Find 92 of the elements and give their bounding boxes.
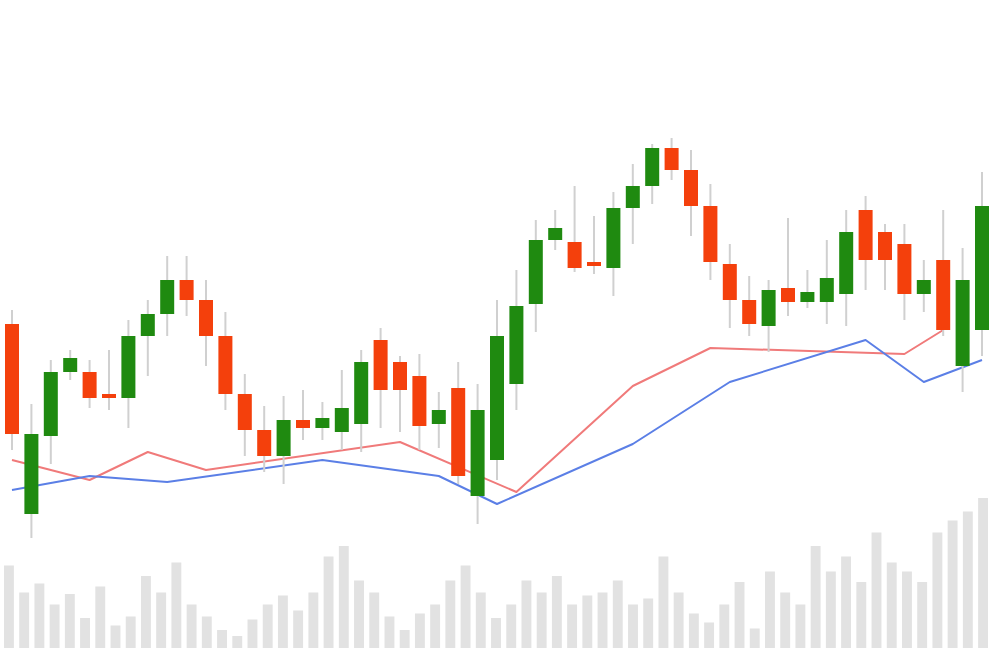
bar bbox=[369, 592, 380, 648]
bar bbox=[293, 610, 304, 648]
bar bbox=[323, 556, 334, 648]
bar bbox=[825, 571, 836, 648]
candlestick bbox=[315, 401, 330, 441]
bar bbox=[810, 546, 821, 648]
candlestick bbox=[587, 215, 601, 275]
bar bbox=[19, 592, 30, 648]
candlestick bbox=[781, 217, 795, 317]
candlestick bbox=[102, 349, 116, 411]
bar bbox=[658, 556, 669, 648]
bar bbox=[156, 592, 167, 648]
bar bbox=[917, 582, 928, 648]
bar bbox=[445, 580, 456, 648]
bar bbox=[688, 613, 699, 648]
bar bbox=[871, 532, 882, 648]
candlestick bbox=[199, 279, 213, 367]
candlestick bbox=[548, 209, 563, 251]
bar bbox=[932, 532, 943, 648]
bar bbox=[338, 546, 349, 648]
candlestick bbox=[237, 373, 252, 457]
bar bbox=[780, 592, 791, 648]
bar bbox=[978, 498, 988, 648]
candlestick bbox=[334, 369, 349, 451]
candlestick bbox=[276, 395, 291, 485]
candlestick bbox=[742, 275, 757, 337]
bar bbox=[597, 592, 608, 648]
bar bbox=[841, 556, 852, 648]
bar bbox=[491, 618, 501, 648]
candlestick bbox=[179, 255, 194, 317]
bar bbox=[475, 592, 486, 648]
candlestick bbox=[625, 163, 640, 245]
bar bbox=[95, 586, 106, 648]
bar bbox=[704, 622, 715, 648]
bar bbox=[460, 565, 471, 648]
bar bbox=[536, 592, 547, 648]
bar bbox=[749, 628, 760, 648]
bar bbox=[308, 592, 319, 648]
candlestick bbox=[645, 143, 660, 205]
bar bbox=[734, 582, 745, 648]
bar bbox=[643, 598, 654, 648]
bar bbox=[217, 630, 227, 648]
candlestick bbox=[916, 259, 931, 313]
bar bbox=[795, 604, 806, 648]
candlestick bbox=[722, 243, 737, 329]
bar bbox=[612, 580, 623, 648]
candlestick bbox=[82, 359, 97, 409]
bar bbox=[49, 604, 60, 648]
bar bbox=[506, 604, 517, 648]
bar bbox=[201, 616, 212, 648]
bar bbox=[4, 565, 14, 648]
candlestick bbox=[878, 223, 892, 291]
bar bbox=[125, 616, 136, 648]
bar bbox=[232, 636, 243, 648]
candlestick bbox=[664, 137, 679, 181]
bar bbox=[521, 580, 532, 648]
bar bbox=[414, 613, 425, 648]
candlestick bbox=[160, 255, 175, 337]
bar bbox=[551, 576, 562, 648]
bar bbox=[140, 576, 151, 648]
candlestick bbox=[761, 279, 776, 353]
bar bbox=[947, 520, 958, 648]
bar bbox=[856, 582, 867, 648]
bar bbox=[673, 592, 684, 648]
bar bbox=[902, 571, 912, 648]
candlestick bbox=[800, 269, 815, 309]
bar bbox=[430, 604, 441, 648]
bar bbox=[628, 604, 638, 648]
bar bbox=[886, 562, 897, 648]
candlestick bbox=[684, 149, 698, 237]
bar bbox=[354, 580, 364, 648]
candlestick bbox=[819, 239, 834, 325]
bar bbox=[171, 562, 182, 648]
bar bbox=[186, 604, 197, 648]
candlestick bbox=[296, 389, 310, 441]
bar bbox=[582, 595, 593, 648]
candlestick bbox=[257, 405, 272, 473]
bar bbox=[719, 604, 730, 648]
bar bbox=[80, 618, 90, 648]
bar bbox=[567, 604, 578, 648]
bar bbox=[399, 630, 410, 648]
bar bbox=[34, 583, 45, 648]
bar bbox=[262, 604, 273, 648]
bar bbox=[64, 594, 75, 648]
bar bbox=[765, 571, 775, 648]
bar bbox=[962, 511, 973, 648]
bar bbox=[277, 595, 288, 648]
candlestick bbox=[393, 355, 407, 433]
candlestick bbox=[140, 299, 155, 377]
candlestick bbox=[431, 391, 446, 449]
candlestick bbox=[567, 185, 582, 273]
candlestick bbox=[63, 349, 78, 381]
